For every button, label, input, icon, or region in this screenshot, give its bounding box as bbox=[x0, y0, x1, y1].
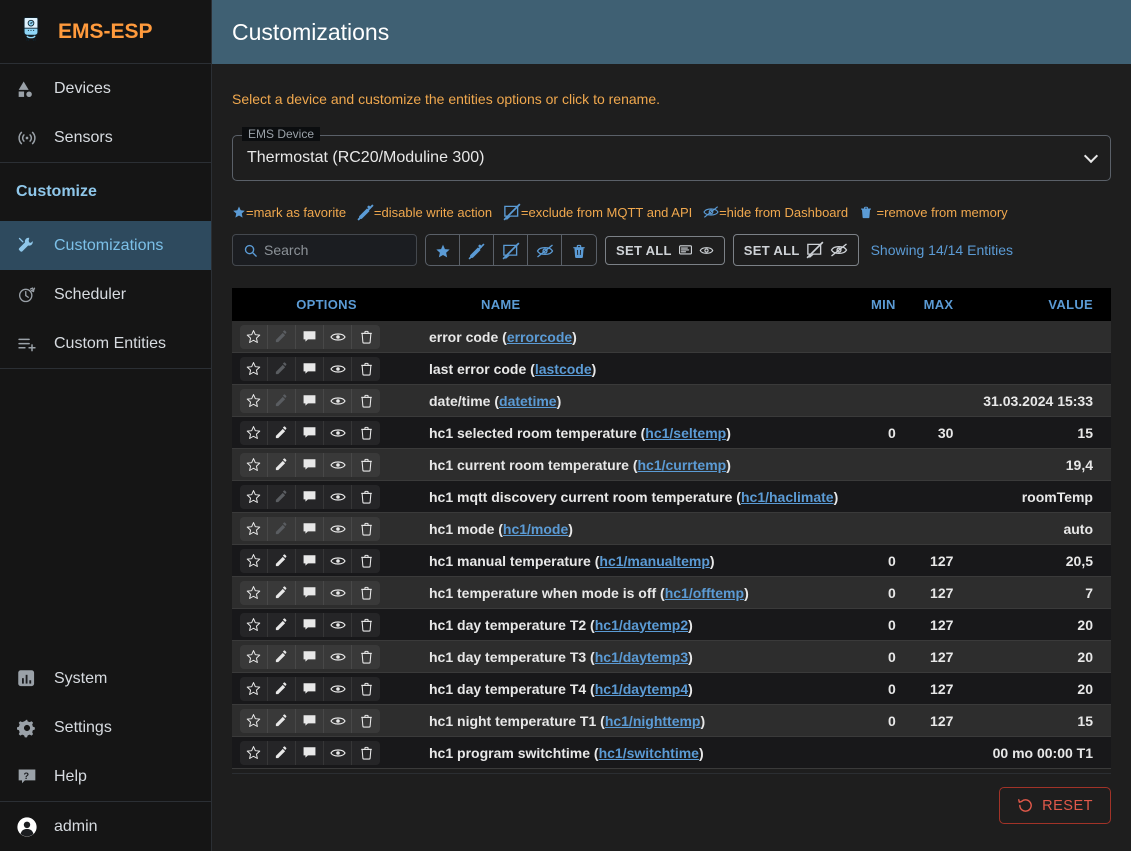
svg-text:?: ? bbox=[24, 771, 30, 781]
